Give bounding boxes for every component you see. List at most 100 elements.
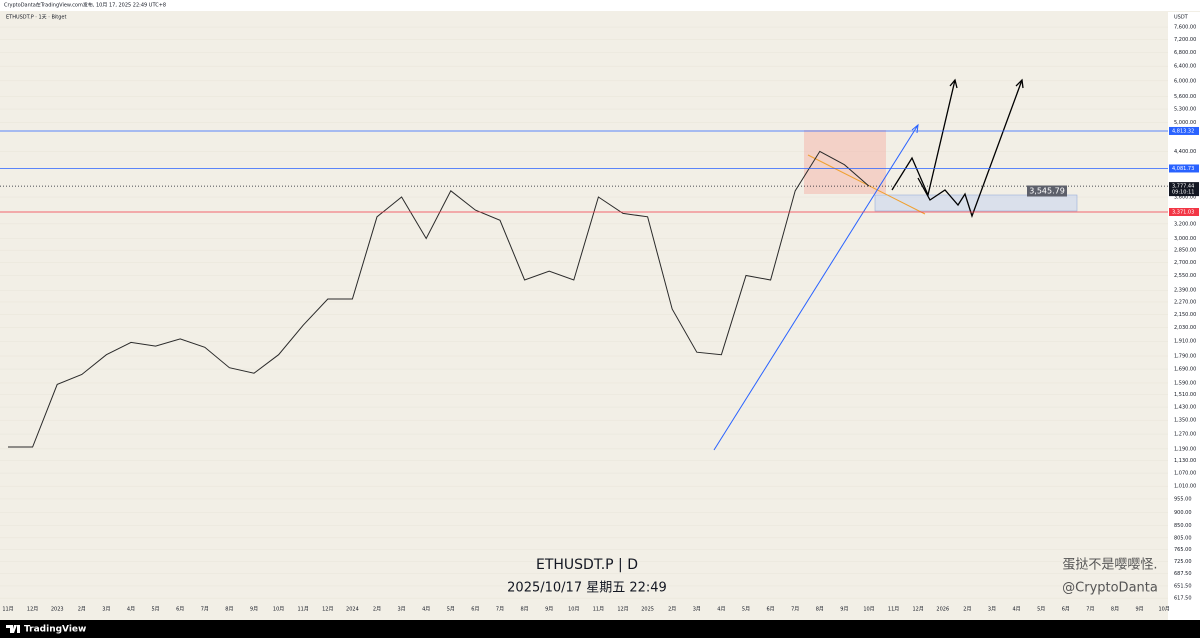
y-tick-label: 617.50 <box>1174 596 1192 602</box>
price-tag-label: 4,081.73 <box>1172 166 1194 172</box>
arrowhead <box>911 123 919 134</box>
price-tag <box>1169 126 1199 135</box>
y-tick-label: 765.00 <box>1174 547 1192 553</box>
x-tick-label: 2024 <box>346 607 359 613</box>
x-tick-label: 2023 <box>51 607 64 613</box>
x-tick-label: 6月 <box>176 607 184 613</box>
x-tick-label: 7月 <box>1086 607 1094 613</box>
y-tick-label: 7,600.00 <box>1174 25 1196 31</box>
annotation-label: 3,545.79 <box>1029 187 1065 196</box>
x-tick-label: 2月 <box>373 607 381 613</box>
y-tick-label: 2,150.00 <box>1174 312 1196 318</box>
y-tick-label: 2,850.00 <box>1174 248 1196 254</box>
arrowhead <box>1015 78 1024 89</box>
price-tag-label: 3,371.03 <box>1172 210 1194 216</box>
bottom-bar <box>0 620 1200 638</box>
x-tick-label: 9月 <box>545 607 553 613</box>
x-tick-label: 11月 <box>593 607 604 613</box>
logo <box>6 625 20 633</box>
y-tick-label: 1,910.00 <box>1174 339 1196 345</box>
y-tick-label: 1,590.00 <box>1174 380 1196 386</box>
y-tick-label: 1,350.00 <box>1174 418 1196 424</box>
x-tick-label: 3月 <box>102 607 110 613</box>
x-tick-label: 6月 <box>767 607 775 613</box>
y-tick-label: 3,200.00 <box>1174 221 1196 227</box>
y-tick-label: 2,550.00 <box>1174 273 1196 279</box>
x-tick-label: 10月 <box>568 607 579 613</box>
y-tick-label: 1,790.00 <box>1174 354 1196 360</box>
symbol: ETHUSDT.P · 1天 · Bitget <box>6 15 66 21</box>
x-tick-label: 2026 <box>936 607 949 613</box>
x-tick-label: 3月 <box>693 607 701 613</box>
x-tick-label: 12月 <box>322 607 333 613</box>
author-handle: @CryptoDanta <box>1062 581 1158 596</box>
x-tick-label: 8月 <box>521 607 529 613</box>
y-tick-label: 7,200.00 <box>1174 37 1196 43</box>
x-tick-label: 8月 <box>225 607 233 613</box>
x-tick-label: 12月 <box>913 607 924 613</box>
x-tick-label: 8月 <box>816 607 824 613</box>
currency: USDT <box>1174 15 1189 21</box>
x-tick-label: 2月 <box>78 607 86 613</box>
y-tick-label: 2,030.00 <box>1174 325 1196 331</box>
y-tick-label: 955.00 <box>1174 496 1192 502</box>
publisher: CryptoDanta在TradingView.com发布, 10月 17, 2… <box>4 2 166 9</box>
x-tick-label: 6月 <box>471 607 479 613</box>
x-tick-label: 10月 <box>1159 607 1170 613</box>
range-box <box>804 130 886 194</box>
y-tick-label: 725.00 <box>1174 559 1192 565</box>
countdown: 09:10:11 <box>1172 190 1194 196</box>
arrowhead <box>949 78 958 89</box>
y-tick-label: 1,510.00 <box>1174 392 1196 398</box>
watermark-symbol: ETHUSDT.P | D <box>536 557 638 573</box>
y-tick-label: 1,270.00 <box>1174 432 1196 438</box>
y-tick-label: 1,690.00 <box>1174 367 1196 373</box>
x-tick-label: 11月 <box>2 607 13 613</box>
x-tick-label: 2月 <box>963 607 971 613</box>
y-tick-label: 1,070.00 <box>1174 471 1196 477</box>
x-tick-label: 12月 <box>27 607 38 613</box>
watermark-time: 2025/10/17 星期五 22:49 <box>507 581 667 596</box>
blue-trendline <box>713 124 919 451</box>
x-tick-label: 8月 <box>1111 607 1119 613</box>
y-tick-label: 687.50 <box>1174 571 1192 577</box>
y-tick-label: 805.00 <box>1174 535 1192 541</box>
price-tag <box>1169 182 1199 197</box>
y-tick-label: 1,130.00 <box>1174 458 1196 464</box>
x-tick-label: 10月 <box>863 607 874 613</box>
y-tick-label: 6,800.00 <box>1174 50 1196 56</box>
y-tick-label: 6,000.00 <box>1174 78 1196 84</box>
projection-path <box>917 79 1023 219</box>
annotation-box <box>1027 185 1067 197</box>
price-line <box>8 150 870 448</box>
x-tick-label: 2月 <box>668 607 676 613</box>
y-tick-label: 1,010.00 <box>1174 484 1196 490</box>
x-tick-label: 3月 <box>988 607 996 613</box>
y-tick-label: 2,700.00 <box>1174 260 1196 266</box>
x-tick-label: 7月 <box>791 607 799 613</box>
x-tick-label: 4月 <box>127 607 135 613</box>
author-name: 蛋挞不是嘤嘤怪. <box>1062 557 1157 573</box>
y-tick-label: 5,300.00 <box>1174 107 1196 113</box>
y-tick-label: 900.00 <box>1174 510 1192 516</box>
x-tick-label: 4月 <box>422 607 430 613</box>
brand: TradingView <box>24 625 86 635</box>
y-tick-label: 6,400.00 <box>1174 64 1196 70</box>
y-tick-label: 4,400.00 <box>1174 149 1196 155</box>
projection-path <box>891 79 956 198</box>
x-tick-label: 9月 <box>1136 607 1144 613</box>
x-tick-label: 10月 <box>273 607 284 613</box>
x-tick-label: 2025 <box>641 607 654 613</box>
price-tag <box>1169 164 1199 173</box>
x-tick-label: 7月 <box>496 607 504 613</box>
y-tick-label: 1,430.00 <box>1174 405 1196 411</box>
x-tick-label: 7月 <box>201 607 209 613</box>
x-tick-label: 3月 <box>398 607 406 613</box>
price-tag-label: 4,813.32 <box>1172 128 1194 134</box>
y-tick-label: 3,000.00 <box>1174 236 1196 242</box>
price-axis <box>1168 12 1200 620</box>
y-tick-label: 3,600.00 <box>1174 195 1196 201</box>
